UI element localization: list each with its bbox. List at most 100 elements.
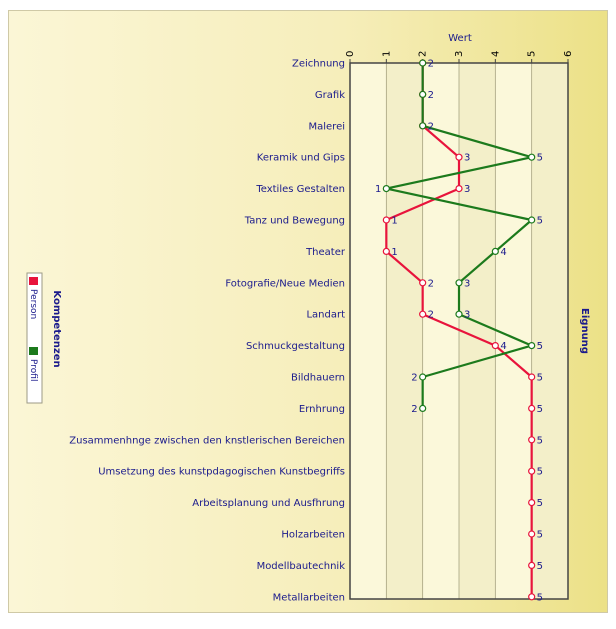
data-point — [382, 216, 390, 224]
category-label: Keramik und Gips — [257, 153, 345, 164]
category-label: Landart — [306, 310, 345, 321]
category-label: Theater — [305, 247, 346, 258]
category-labels: Zeichnung Grafik Malerei Keramik und Gips Te… — [69, 59, 346, 604]
data-label: 3 — [464, 184, 470, 195]
plot-band — [350, 63, 387, 599]
data-label: 1 — [391, 216, 397, 227]
data-point — [419, 90, 427, 99]
data-label: 3 — [464, 153, 470, 164]
data-point — [382, 247, 390, 255]
data-label: 4 — [500, 247, 506, 258]
data-point — [528, 561, 536, 570]
data-labels: 3 3 1 1 2 2 4 5 5 5 5 5 5 5 5 2 2 2 5 1 5 4 3 3 5 2 2 — [375, 59, 543, 604]
data-label: 5 — [537, 216, 543, 227]
legend-box — [26, 272, 43, 404]
right-axis-title: Eignung — [579, 308, 590, 354]
x-axis-ticks: 0 1 2 3 4 5 6 — [345, 51, 574, 63]
data-point — [419, 59, 427, 67]
plot-bands — [350, 63, 568, 599]
data-point — [455, 310, 463, 318]
legend-label: Person — [28, 289, 38, 319]
category-label: Textiles Gestalten — [255, 184, 345, 195]
category-label: Metallarbeiten — [273, 592, 345, 603]
x-tick-label: 2 — [418, 51, 429, 57]
data-label: 1 — [375, 184, 381, 195]
x-tick-label: 0 — [345, 51, 356, 57]
x-tick-label: 4 — [490, 51, 501, 57]
data-point — [491, 247, 499, 255]
category-label: Tanz und Bewegung — [244, 216, 345, 227]
category-label: Modellbautechnik — [257, 561, 346, 572]
data-label: 2 — [428, 90, 434, 101]
data-label: 5 — [537, 341, 543, 352]
data-label: 2 — [411, 373, 417, 384]
plot-band — [459, 63, 496, 599]
category-label: Ernhrung — [299, 404, 345, 415]
data-point — [419, 122, 427, 130]
legend: Person Profil — [26, 272, 43, 404]
plot-band — [495, 63, 532, 599]
legend-swatch — [29, 277, 38, 285]
data-point — [528, 404, 536, 412]
data-point — [528, 216, 536, 224]
data-point — [528, 530, 536, 538]
data-point — [455, 185, 463, 193]
data-label: 5 — [537, 561, 543, 572]
series-line-profil — [385, 63, 533, 409]
data-point — [528, 153, 536, 161]
category-label: Zeichnung — [292, 59, 345, 70]
x-tick-label: 3 — [454, 51, 465, 57]
category-label: Holzarbeiten — [281, 530, 345, 541]
data-point — [419, 310, 427, 318]
plot-band — [422, 63, 459, 599]
data-point — [528, 467, 536, 475]
line-chart: 0 1 2 3 4 5 6 Wert Eignung Kompetenzen Zeichnu… — [26, 33, 590, 604]
data-point — [455, 279, 463, 287]
plot-band — [386, 63, 423, 599]
category-label: Bildhauern — [291, 373, 345, 384]
category-label: Grafik — [315, 90, 345, 101]
data-label: 5 — [537, 435, 543, 446]
data-point — [528, 342, 536, 350]
data-label: 2 — [411, 404, 417, 415]
data-point — [491, 342, 499, 350]
data-label: 3 — [464, 310, 470, 321]
data-label: 5 — [537, 153, 543, 164]
series-lines — [385, 63, 533, 597]
plot-band — [531, 63, 568, 599]
data-label: 4 — [500, 341, 506, 352]
data-label: 1 — [391, 247, 397, 258]
data-label: 2 — [428, 310, 434, 321]
category-label: Malerei — [308, 121, 345, 132]
legend-label: Profil — [28, 359, 38, 381]
data-point — [528, 436, 536, 444]
data-point — [419, 373, 427, 381]
series-points — [382, 59, 536, 601]
data-point — [419, 404, 427, 412]
category-label: Zusammenhnge zwischen den knstlerischen … — [69, 435, 345, 446]
data-label: 5 — [537, 467, 543, 478]
category-label: Umsetzung des kunstpdagogischen Kunstbeg… — [98, 467, 345, 478]
data-point — [455, 153, 463, 161]
data-point — [528, 499, 536, 507]
data-label: 2 — [428, 121, 434, 132]
data-point — [528, 373, 536, 381]
x-tick-label: 1 — [381, 51, 392, 57]
data-label: 5 — [537, 373, 543, 384]
data-label: 5 — [537, 530, 543, 541]
data-label: 2 — [428, 278, 434, 289]
data-label: 5 — [537, 404, 543, 415]
data-point — [419, 279, 427, 287]
data-point — [528, 593, 536, 601]
x-tick-label: 5 — [527, 51, 538, 57]
data-label: 2 — [428, 59, 434, 70]
data-point — [382, 185, 390, 193]
data-label: 5 — [537, 592, 543, 603]
chart-frame: 0 1 2 3 4 5 6 Wert Eignung Kompetenzen Zeichnu… — [8, 10, 608, 613]
category-axis-title: Kompetenzen — [51, 290, 62, 367]
series-line-person — [385, 63, 533, 597]
category-label: Fotografie/Neue Medien — [225, 278, 345, 289]
data-label: 5 — [537, 498, 543, 509]
x-axis-title: Wert — [448, 33, 472, 44]
legend-swatch — [29, 347, 38, 355]
